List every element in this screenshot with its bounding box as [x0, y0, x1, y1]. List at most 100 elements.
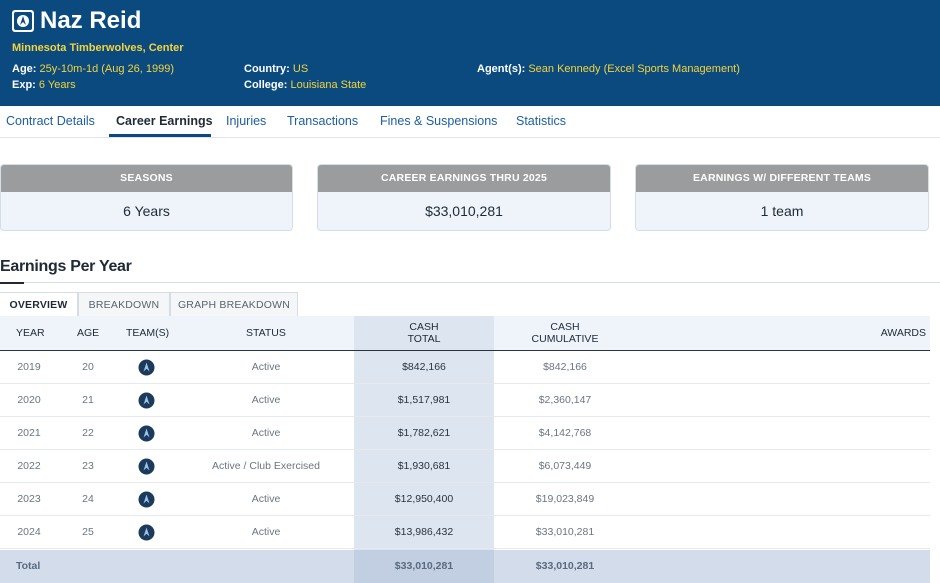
profile-nav: Contract Details Career Earnings Injurie…	[0, 106, 940, 138]
cell-year: 2024	[17, 526, 41, 538]
cell-cash-total: $1,782,621	[397, 427, 451, 439]
agent-link[interactable]: Sean Kennedy (Excel Sports Management)	[528, 63, 740, 75]
subtab-overview[interactable]: OVERVIEW	[0, 292, 78, 316]
cell-cash-total: $1,517,981	[397, 394, 451, 406]
exp-label: Exp:	[12, 79, 36, 91]
seasons-card: SEASONS 6 Years	[0, 164, 293, 231]
country-info: Country: US	[244, 61, 308, 77]
table-row: 2019 20 Active $842,166 $842,166	[0, 351, 930, 384]
header-age[interactable]: AGE	[77, 327, 100, 339]
cell-year: 2021	[17, 427, 41, 439]
age-label: Age:	[12, 63, 37, 75]
timberwolves-team-icon[interactable]	[138, 458, 155, 475]
different-teams-card: EARNINGS W/ DIFFERENT TEAMS 1 team	[635, 164, 929, 231]
age-info: Age: 25y-10m-1d (Aug 26, 1999)	[12, 61, 174, 77]
cell-age: 23	[82, 460, 94, 472]
total-cash-total: $33,010,281	[394, 560, 454, 572]
cell-age: 20	[82, 361, 94, 373]
agent-info: Agent(s): Sean Kennedy (Excel Sports Man…	[477, 61, 740, 77]
cell-status: Active	[251, 493, 281, 505]
total-row: Total $33,010,281 $33,010,281	[0, 550, 930, 583]
timberwolves-team-icon[interactable]	[138, 392, 155, 409]
cell-age: 25	[82, 526, 94, 538]
timberwolves-team-icon[interactable]	[138, 359, 155, 376]
cell-status: Active	[251, 361, 281, 373]
table-row: 2021 22 Active $1,782,621 $4,142,768	[0, 417, 930, 450]
team-position: Minnesota Timberwolves, Center	[12, 42, 184, 54]
header-cash-cumulative-line1: CASH	[550, 321, 580, 333]
career-earnings-card: CAREER EARNINGS THRU 2025 $33,010,281	[317, 164, 611, 231]
section-divider-accent	[0, 282, 24, 284]
header-cash-total-line1: CASH	[409, 321, 439, 333]
cell-cash-cumulative: $6,073,449	[538, 460, 592, 472]
header-cash-total-line2: TOTAL	[407, 333, 441, 345]
table-header: YEAR AGE TEAM(S) STATUS CASH TOTAL CASH …	[0, 316, 930, 351]
college-info: College: Louisiana State	[244, 77, 366, 93]
cell-cash-cumulative: $2,360,147	[538, 394, 592, 406]
cell-age: 24	[82, 493, 94, 505]
tab-fines-suspensions[interactable]: Fines & Suspensions	[380, 114, 498, 128]
active-tab-indicator	[109, 134, 211, 137]
section-divider	[0, 282, 940, 283]
total-label: Total	[16, 560, 41, 572]
cell-status: Active	[251, 526, 281, 538]
cell-cash-cumulative: $4,142,768	[538, 427, 592, 439]
timberwolves-team-icon[interactable]	[138, 491, 155, 508]
age-value: 25y-10m-1d (Aug 26, 1999)	[39, 63, 175, 75]
cell-cash-total: $1,930,681	[397, 460, 451, 472]
header-year[interactable]: YEAR	[16, 327, 45, 339]
career-earnings-card-value: $33,010,281	[425, 203, 503, 219]
exp-info: Exp: 6 Years	[12, 77, 76, 93]
subtab-graph-breakdown[interactable]: GRAPH BREAKDOWN	[170, 292, 298, 316]
cell-cash-cumulative: $33,010,281	[535, 526, 595, 538]
cash-total-header-bg	[354, 316, 494, 350]
cell-age: 22	[82, 427, 94, 439]
tab-transactions[interactable]: Transactions	[287, 114, 359, 128]
subtab-breakdown[interactable]: BREAKDOWN	[78, 292, 170, 316]
cell-cash-total: $12,950,400	[394, 493, 454, 505]
table-row: 2022 23 Active / Club Exercised $1,930,6…	[0, 450, 930, 483]
country-value: US	[292, 63, 309, 75]
tab-contract-details[interactable]: Contract Details	[6, 114, 95, 128]
section-title: Earnings Per Year	[0, 258, 132, 275]
header-cash-cumulative[interactable]: CASH CUMULATIVE	[494, 321, 636, 345]
cell-cash-total: $842,166	[402, 361, 446, 373]
cell-status: Active	[251, 427, 281, 439]
header-status[interactable]: STATUS	[246, 327, 286, 339]
cell-year: 2020	[17, 394, 41, 406]
cell-cash-cumulative: $19,023,849	[535, 493, 595, 505]
seasons-card-title: SEASONS	[1, 165, 292, 192]
exp-value: 6 Years	[38, 79, 76, 91]
different-teams-card-value: 1 team	[760, 203, 804, 219]
college-label: College:	[244, 79, 288, 91]
total-cash-cumulative: $33,010,281	[535, 560, 595, 572]
table-row: 2020 21 Active $1,517,981 $2,360,147	[0, 384, 930, 417]
timberwolves-team-icon[interactable]	[138, 425, 155, 442]
seasons-card-value: 6 Years	[123, 203, 170, 219]
cell-year: 2022	[17, 460, 41, 472]
cell-cash-cumulative: $842,166	[543, 361, 587, 373]
player-header: Naz Reid Minnesota Timberwolves, Center …	[0, 0, 940, 106]
tab-injuries[interactable]: Injuries	[226, 114, 267, 128]
cell-status: Active	[251, 394, 281, 406]
header-cash-cumulative-line2: CUMULATIVE	[531, 333, 599, 345]
country-label: Country:	[244, 63, 290, 75]
total-cash-highlight	[354, 550, 494, 583]
header-teams[interactable]: TEAM(S)	[126, 327, 170, 339]
tab-career-earnings[interactable]: Career Earnings	[116, 114, 213, 128]
different-teams-card-title: EARNINGS W/ DIFFERENT TEAMS	[636, 165, 928, 192]
career-earnings-card-title: CAREER EARNINGS THRU 2025	[318, 165, 610, 192]
table-row: 2024 25 Active $13,986,432 $33,010,281	[0, 516, 930, 549]
cell-year: 2019	[17, 361, 41, 373]
agent-label: Agent(s):	[477, 63, 526, 75]
college-value: Louisiana State	[290, 79, 367, 91]
player-name: Naz Reid	[40, 7, 142, 34]
timberwolves-logo-icon	[12, 10, 34, 32]
tab-statistics[interactable]: Statistics	[516, 114, 567, 128]
cell-age: 21	[82, 394, 94, 406]
timberwolves-team-icon[interactable]	[138, 524, 155, 541]
table-row: 2023 24 Active $12,950,400 $19,023,849	[0, 483, 930, 516]
header-awards[interactable]: AWARDS	[880, 327, 926, 339]
cell-cash-total: $13,986,432	[394, 526, 454, 538]
header-cash-total[interactable]: CASH TOTAL	[354, 321, 494, 345]
